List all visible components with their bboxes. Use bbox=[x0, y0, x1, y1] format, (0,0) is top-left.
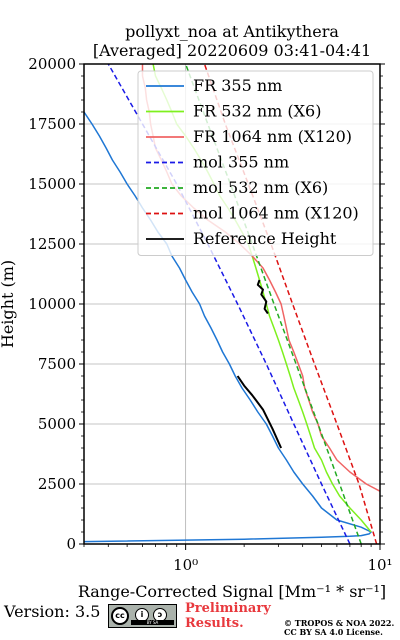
x-axis-title: Range-Corrected Signal [Mm⁻¹ * sr⁻¹] bbox=[78, 582, 386, 601]
y-tick-label: 7500 bbox=[38, 355, 76, 373]
copyright-line1: © TROPOS & NOA 2022. bbox=[284, 618, 395, 628]
series-line-ref bbox=[236, 375, 283, 449]
cc-license-badge[interactable]: cc i ↄ BY SA bbox=[108, 604, 177, 628]
legend-label: Reference Height bbox=[193, 229, 337, 248]
y-tick-label: 17500 bbox=[28, 115, 76, 133]
y-tick-label: 5000 bbox=[38, 415, 76, 433]
x-tick-label: 10¹ bbox=[367, 556, 392, 574]
version-label: Version: 3.5 bbox=[4, 602, 101, 621]
y-tick-label: 15000 bbox=[28, 175, 76, 193]
preliminary-line2: Results. bbox=[185, 616, 244, 631]
y-tick-label: 2500 bbox=[38, 475, 76, 493]
legend-label: FR 1064 nm (X120) bbox=[193, 127, 352, 146]
copyright-note: © TROPOS & NOA 2022. CC BY SA 4.0 Licens… bbox=[284, 619, 394, 637]
license-bar-text: BY SA bbox=[131, 620, 174, 625]
y-tick-label: 10000 bbox=[28, 295, 76, 313]
axis-ticks: 0 2500 5000 7500 10000 12500 15000 17500 20000 10… bbox=[28, 55, 392, 574]
y-tick-label: 20000 bbox=[28, 55, 76, 73]
x-tick-label: 10⁰ bbox=[173, 556, 198, 574]
legend-label: mol 1064 nm (X120) bbox=[193, 204, 359, 223]
legend-label: mol 355 nm bbox=[193, 153, 289, 172]
legend-label: FR 532 nm (X6) bbox=[193, 102, 321, 121]
chart-title-line2: [Averaged] 20220609 03:41-04:41 bbox=[92, 41, 372, 60]
legend-label: mol 532 nm (X6) bbox=[193, 178, 328, 197]
preliminary-note: Preliminary Results. bbox=[185, 601, 271, 631]
cc-icon: cc bbox=[111, 607, 129, 625]
y-tick-label: 0 bbox=[66, 535, 76, 553]
series-line-fr355 bbox=[84, 111, 372, 543]
copyright-line2: CC BY SA 4.0 License. bbox=[284, 627, 383, 637]
legend-label: FR 355 nm bbox=[193, 76, 282, 95]
legend: FR 355 nm FR 532 nm (X6) FR 1064 nm (X120)… bbox=[137, 70, 374, 256]
chart-title-line1: pollyxt_noa at Antikythera bbox=[125, 22, 339, 41]
y-tick-label: 12500 bbox=[28, 235, 76, 253]
series-line-mol355 bbox=[107, 64, 351, 544]
y-axis-title: Height (m) bbox=[0, 260, 17, 348]
legend-box bbox=[137, 70, 374, 256]
preliminary-line1: Preliminary bbox=[185, 601, 271, 616]
series-line-ref bbox=[256, 279, 269, 315]
